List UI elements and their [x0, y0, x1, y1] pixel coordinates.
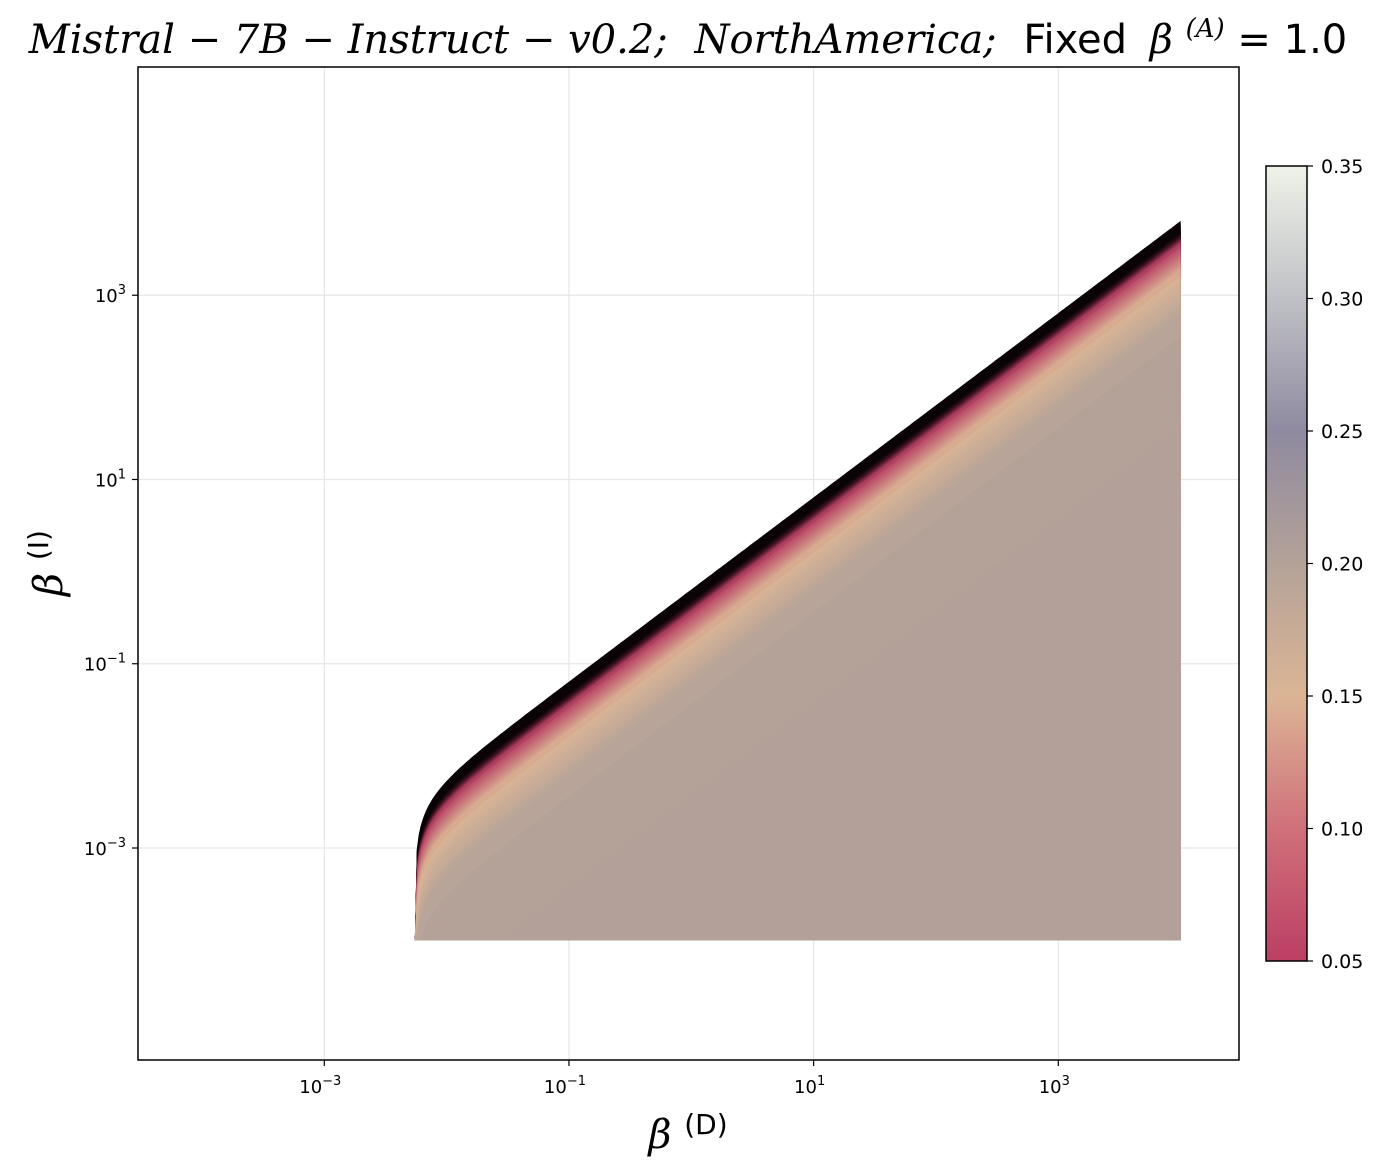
y-tick-label-3: 103: [95, 283, 126, 307]
colorbar-tick-label-6: 0.35: [1321, 156, 1363, 178]
x-tick-label-1: 10−1: [544, 1074, 586, 1098]
y-tick-label-0: 10−3: [84, 836, 126, 860]
plot-area: 10−3 10−1 101 103 10−3 10−1 101 103: [84, 66, 1240, 1098]
title-beta: β: [1148, 17, 1173, 63]
colorbar-tick-label-2: 0.15: [1321, 686, 1363, 708]
title-fixed: Fixed: [1023, 17, 1127, 63]
x-axis-label: β (D): [646, 1108, 727, 1158]
x-axis-ticks: 10−3 10−1 101 103: [299, 1060, 1070, 1098]
title-value: = 1.0: [1237, 17, 1347, 63]
colorbar-gradient: [1265, 165, 1308, 962]
heat-core: [414, 497, 1181, 941]
colorbar-tick-label-0: 0.05: [1321, 951, 1363, 973]
y-axis-sup: (I): [22, 530, 55, 560]
colorbar-tick-label-1: 0.10: [1321, 819, 1363, 841]
colorbar-tick-label-3: 0.20: [1321, 554, 1363, 576]
x-tick-label-2: 101: [794, 1074, 825, 1098]
title-model: Mistral − 7B − Instruct − v0.2;: [28, 17, 668, 63]
y-tick-label-2: 101: [95, 467, 126, 491]
plot-frame: [137, 66, 1240, 1061]
colorbar-ticks: 0.05 0.10 0.15 0.20 0.25 0.30 0.35: [1307, 156, 1363, 973]
x-tick-label-0: 10−3: [299, 1074, 341, 1098]
x-axis-symbol: β: [646, 1112, 671, 1158]
y-axis-symbol: β: [26, 573, 72, 598]
x-axis-sup: (D): [684, 1108, 727, 1141]
colorbar-tick-label-5: 0.30: [1321, 289, 1363, 311]
y-tick-label-1: 10−1: [84, 652, 126, 676]
colorbar-tick-label-4: 0.25: [1321, 421, 1363, 443]
title-beta-sup: (A): [1186, 14, 1225, 44]
title-region: NorthAmerica;: [693, 17, 996, 63]
colorbar: 0.05 0.10 0.15 0.20 0.25 0.30 0.35: [1265, 156, 1363, 973]
x-tick-label-3: 103: [1039, 1074, 1070, 1098]
y-axis-label: β (I): [22, 530, 72, 598]
y-axis-ticks: 10−3 10−1 101 103: [84, 283, 138, 860]
heatmap-region: [414, 220, 1181, 941]
chart-title: Mistral − 7B − Instruct − v0.2; NorthAme…: [28, 1, 1347, 63]
